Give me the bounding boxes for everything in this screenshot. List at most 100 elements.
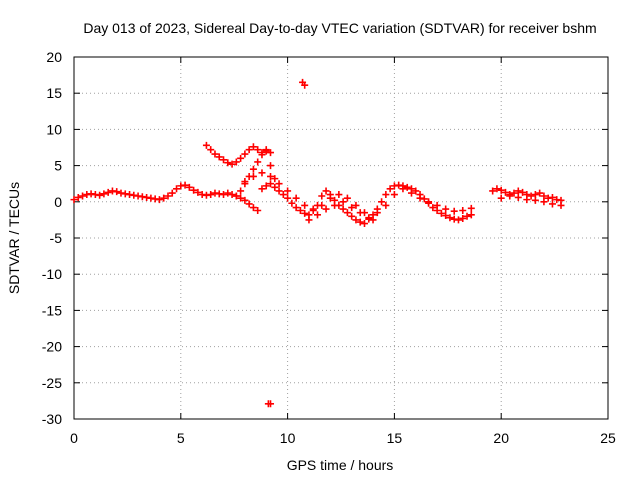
data-point bbox=[168, 189, 176, 197]
data-point bbox=[228, 160, 236, 168]
data-point bbox=[262, 182, 270, 190]
data-point bbox=[100, 190, 108, 198]
data-point bbox=[241, 196, 249, 204]
data-point bbox=[155, 196, 163, 204]
data-point bbox=[322, 187, 330, 195]
data-point bbox=[215, 153, 223, 161]
data-point bbox=[262, 146, 270, 154]
y-tick-label: 0 bbox=[54, 194, 62, 210]
data-point bbox=[271, 183, 279, 191]
data-point bbox=[207, 191, 215, 199]
data-point bbox=[296, 206, 304, 214]
y-tick-label: 5 bbox=[54, 158, 62, 174]
data-point bbox=[454, 216, 462, 224]
data-point bbox=[548, 193, 556, 201]
data-point bbox=[245, 200, 253, 208]
data-point bbox=[249, 172, 257, 180]
data-point bbox=[467, 204, 475, 212]
data-point bbox=[224, 159, 232, 167]
data-point bbox=[390, 191, 398, 199]
data-point bbox=[326, 194, 334, 202]
data-point bbox=[348, 212, 356, 220]
data-point bbox=[275, 180, 283, 188]
y-tick-label: 15 bbox=[46, 85, 62, 101]
data-point bbox=[459, 206, 467, 214]
data-point bbox=[267, 172, 275, 180]
data-point bbox=[258, 185, 266, 193]
data-point bbox=[446, 214, 454, 222]
data-point bbox=[339, 205, 347, 213]
data-point bbox=[220, 156, 228, 164]
data-point bbox=[514, 193, 522, 201]
data-point bbox=[531, 196, 539, 204]
plot-frame bbox=[73, 56, 609, 420]
x-axis-label: GPS time / hours bbox=[287, 457, 394, 473]
data-point bbox=[301, 81, 309, 89]
data-point bbox=[232, 158, 240, 166]
data-point bbox=[335, 191, 343, 199]
grid bbox=[74, 57, 608, 419]
data-point bbox=[450, 207, 458, 215]
data-point bbox=[459, 214, 467, 222]
data-point bbox=[382, 191, 390, 199]
data-point bbox=[185, 183, 193, 191]
data-point bbox=[386, 185, 394, 193]
y-tick-label: -15 bbox=[42, 302, 62, 318]
data-point bbox=[258, 151, 266, 159]
data-point bbox=[164, 192, 172, 200]
data-point bbox=[356, 218, 364, 226]
y-tick-label: -5 bbox=[50, 230, 63, 246]
data-point bbox=[309, 205, 317, 213]
x-tick-label: 20 bbox=[493, 430, 509, 446]
data-point bbox=[360, 220, 368, 228]
data-point bbox=[267, 149, 275, 157]
data-point bbox=[369, 216, 377, 224]
data-point bbox=[429, 204, 437, 212]
data-point bbox=[267, 400, 275, 408]
data-point bbox=[271, 175, 279, 183]
data-point bbox=[254, 206, 262, 214]
data-point bbox=[382, 201, 390, 209]
data-point bbox=[442, 205, 450, 213]
data-point bbox=[343, 194, 351, 202]
data-point bbox=[493, 185, 501, 193]
data-point bbox=[104, 188, 112, 196]
data-point bbox=[399, 185, 407, 193]
data-point bbox=[305, 216, 313, 224]
data-point bbox=[403, 183, 411, 191]
data-point bbox=[292, 204, 300, 212]
data-point bbox=[173, 185, 181, 193]
data-point bbox=[284, 194, 292, 202]
data-point bbox=[378, 198, 386, 206]
data-point bbox=[220, 191, 228, 199]
data-point bbox=[113, 188, 121, 196]
data-point bbox=[540, 198, 548, 206]
x-tick-label: 0 bbox=[70, 430, 78, 446]
data-point bbox=[237, 154, 245, 162]
data-point bbox=[373, 209, 381, 217]
data-point bbox=[241, 178, 249, 186]
data-point bbox=[190, 186, 198, 194]
y-tick-label: -30 bbox=[42, 411, 62, 427]
data-point bbox=[519, 188, 527, 196]
data-point bbox=[318, 201, 326, 209]
x-tick-label: 5 bbox=[177, 430, 185, 446]
data-point bbox=[322, 205, 330, 213]
x-tick-label: 15 bbox=[387, 430, 403, 446]
data-point bbox=[267, 180, 275, 188]
data-point bbox=[241, 150, 249, 158]
data-point bbox=[463, 212, 471, 220]
data-point bbox=[467, 211, 475, 219]
data-point bbox=[275, 187, 283, 195]
y-tick-label: -20 bbox=[42, 339, 62, 355]
data-point bbox=[489, 187, 497, 195]
data-point bbox=[536, 189, 544, 197]
data-point bbox=[318, 192, 326, 200]
data-point bbox=[501, 188, 509, 196]
data-point bbox=[70, 196, 78, 204]
y-tick-label: 10 bbox=[46, 121, 62, 137]
data-point bbox=[301, 209, 309, 217]
data-point bbox=[331, 201, 339, 209]
data-point bbox=[442, 212, 450, 220]
